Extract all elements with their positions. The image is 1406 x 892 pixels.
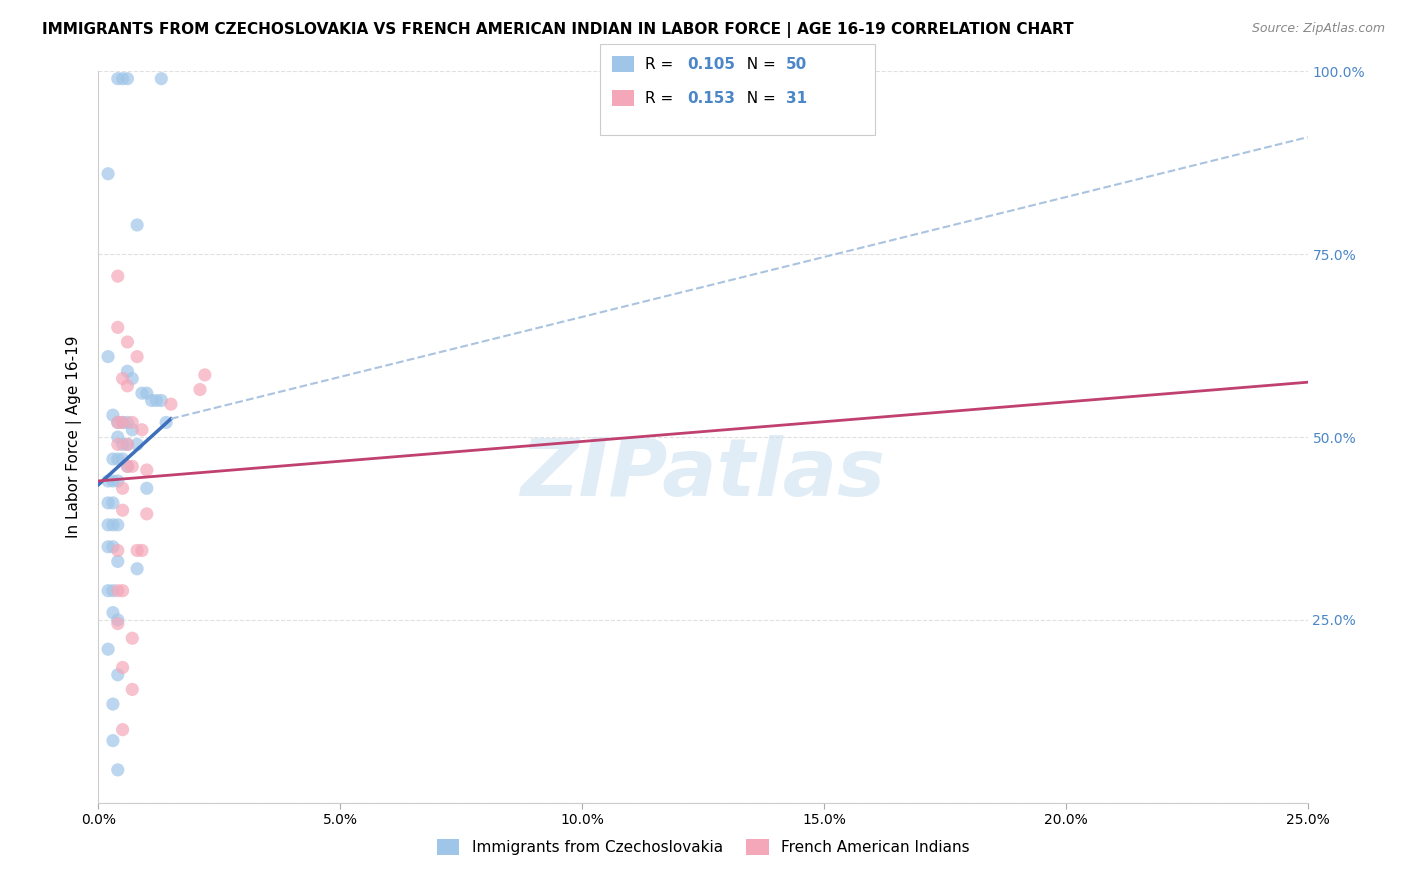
Point — [101, 697, 124, 711]
Point — [135, 386, 157, 401]
Point — [97, 642, 120, 657]
Point — [111, 481, 134, 495]
Point — [111, 371, 134, 385]
Text: N =: N = — [737, 91, 780, 105]
Point — [101, 540, 124, 554]
Point — [111, 71, 134, 86]
Point — [121, 632, 143, 646]
Point — [111, 583, 134, 598]
Point — [145, 393, 167, 408]
Point — [131, 386, 153, 401]
Point — [101, 452, 124, 467]
Text: R =: R = — [645, 91, 679, 105]
Point — [188, 383, 211, 397]
Point — [117, 379, 139, 393]
Point — [117, 364, 139, 378]
Point — [117, 437, 139, 451]
Point — [107, 543, 129, 558]
Point — [107, 667, 129, 681]
Point — [101, 496, 124, 510]
Point — [127, 218, 149, 232]
Point — [111, 437, 134, 451]
Y-axis label: In Labor Force | Age 16-19: In Labor Force | Age 16-19 — [66, 335, 83, 539]
Point — [155, 416, 177, 430]
Point — [107, 437, 129, 451]
Point — [101, 606, 124, 620]
Point — [194, 368, 217, 382]
Text: 50: 50 — [786, 57, 807, 71]
Text: R =: R = — [645, 57, 679, 71]
Point — [97, 583, 120, 598]
Point — [101, 733, 124, 747]
Point — [141, 393, 163, 408]
Point — [107, 613, 129, 627]
Text: Source: ZipAtlas.com: Source: ZipAtlas.com — [1251, 22, 1385, 36]
Point — [127, 437, 149, 451]
Point — [107, 554, 129, 568]
Point — [111, 416, 134, 430]
Point — [117, 416, 139, 430]
Point — [107, 583, 129, 598]
Point — [117, 71, 139, 86]
Point — [111, 503, 134, 517]
Point — [97, 517, 120, 532]
Point — [121, 416, 143, 430]
Point — [121, 423, 143, 437]
Point — [150, 393, 173, 408]
Point — [150, 71, 173, 86]
Point — [107, 320, 129, 334]
Point — [135, 507, 157, 521]
Point — [135, 463, 157, 477]
Point — [135, 481, 157, 495]
Point — [97, 474, 120, 488]
Point — [121, 371, 143, 385]
Point — [107, 616, 129, 631]
Point — [97, 350, 120, 364]
Point — [121, 459, 143, 474]
Legend: Immigrants from Czechoslovakia, French American Indians: Immigrants from Czechoslovakia, French A… — [430, 833, 976, 861]
Point — [107, 416, 129, 430]
Point — [111, 416, 134, 430]
Point — [117, 459, 139, 474]
Point — [127, 543, 149, 558]
Point — [107, 517, 129, 532]
Text: 0.105: 0.105 — [688, 57, 735, 71]
Point — [97, 167, 120, 181]
Point — [160, 397, 183, 411]
Point — [127, 350, 149, 364]
Point — [101, 474, 124, 488]
Point — [97, 496, 120, 510]
Text: N =: N = — [737, 57, 780, 71]
Point — [131, 543, 153, 558]
Point — [101, 583, 124, 598]
Point — [107, 71, 129, 86]
Point — [107, 269, 129, 284]
Point — [117, 459, 139, 474]
Point — [101, 408, 124, 422]
Point — [107, 763, 129, 777]
Text: ZIPatlas: ZIPatlas — [520, 434, 886, 513]
Point — [121, 682, 143, 697]
Point — [127, 562, 149, 576]
Point — [117, 334, 139, 349]
Point — [107, 474, 129, 488]
Point — [107, 416, 129, 430]
Point — [111, 452, 134, 467]
Point — [101, 517, 124, 532]
Point — [117, 437, 139, 451]
Point — [107, 452, 129, 467]
Point — [131, 423, 153, 437]
Text: IMMIGRANTS FROM CZECHOSLOVAKIA VS FRENCH AMERICAN INDIAN IN LABOR FORCE | AGE 16: IMMIGRANTS FROM CZECHOSLOVAKIA VS FRENCH… — [42, 22, 1074, 38]
Point — [107, 430, 129, 444]
Point — [111, 723, 134, 737]
Point — [111, 660, 134, 674]
Text: 31: 31 — [786, 91, 807, 105]
Text: 0.153: 0.153 — [688, 91, 735, 105]
Point — [97, 540, 120, 554]
